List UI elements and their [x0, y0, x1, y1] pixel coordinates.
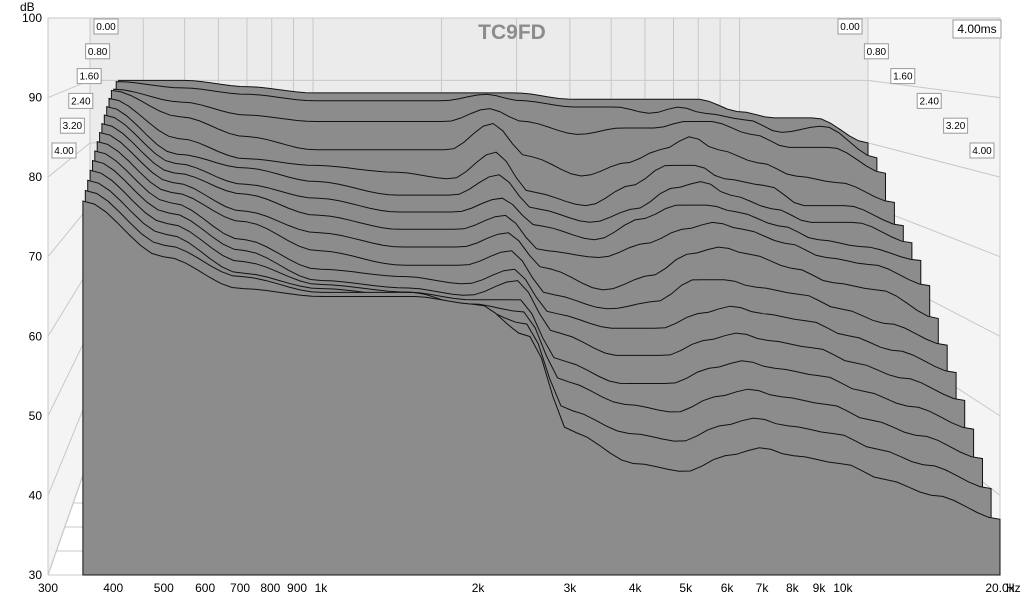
x-tick-label: 2k [472, 581, 486, 595]
x-tick-label: 10k [833, 581, 853, 595]
time-tick-label-right: 2.40 [919, 96, 939, 107]
x-tick-label: 800 [260, 581, 280, 595]
x-tick-label: 1k [315, 581, 329, 595]
axis-labels: 30 40 50 60 70 80 90 100 300 400 500 600 700 800 900 1k… [22, 11, 1016, 595]
y-tick-label: 60 [29, 329, 43, 343]
time-tick-label-left: 0.00 [96, 22, 116, 33]
x-tick-label: 300 [38, 581, 58, 595]
time-tick-label-left: 0.80 [88, 47, 108, 58]
x-tick-label: 700 [230, 581, 250, 595]
time-tick-label-right: 1.60 [893, 72, 913, 83]
time-tick-box-left [85, 43, 111, 60]
time-tick-label-right: 4.00 [972, 146, 992, 157]
time-range-label: 4.00ms [957, 22, 996, 36]
x-tick-label: 3k [564, 581, 578, 595]
decay-slice [82, 200, 1001, 576]
time-tick-label-right: 3.20 [946, 121, 966, 132]
time-tick-box-left [68, 92, 94, 109]
time-tick-box-right [890, 68, 916, 85]
y-tick-label: 100 [22, 11, 42, 25]
x-tick-label: 900 [287, 581, 307, 595]
y-axis-label: dB [20, 0, 35, 14]
time-tick-box-left [93, 18, 119, 35]
db-gridline-right [867, 142, 1001, 178]
time-tick-label-left: 3.20 [63, 121, 83, 132]
time-tick-box-left [51, 142, 77, 159]
time-tick-box-right [863, 43, 889, 60]
x-tick-label: 400 [103, 581, 123, 595]
time-tick-box-right [837, 18, 863, 35]
time-tick-label-right: 0.80 [867, 47, 887, 58]
y-tick-label: 70 [29, 250, 43, 264]
time-tick-box-right [916, 92, 942, 109]
x-tick-label: 7k [756, 581, 770, 595]
time-tick-label-left: 1.60 [79, 72, 99, 83]
time-tick-box-left [76, 68, 102, 85]
y-tick-label: 40 [29, 488, 43, 502]
y-tick-label: 30 [29, 568, 43, 582]
db-gridline-left [47, 142, 91, 178]
time-tick-label-left: 4.00 [54, 146, 74, 157]
y-tick-label: 50 [29, 409, 43, 423]
x-tick-label: 5k [679, 581, 693, 595]
x-tick-label: 600 [195, 581, 215, 595]
x-tick-label: 9k [813, 581, 827, 595]
x-tick-label: 8k [786, 581, 800, 595]
y-tick-label: 90 [29, 91, 43, 105]
y-tick-label: 80 [29, 170, 43, 184]
time-tick-box-right [943, 117, 969, 134]
db-gridline-right [867, 79, 1001, 99]
x-tick-label: 4k [629, 581, 643, 595]
cumulative-spectral-decay-slices [82, 79, 1001, 576]
time-tick-label-right: 0.00 [840, 22, 860, 33]
x-tick-label: 20.0k [985, 581, 1015, 595]
time-tick-box-right [969, 142, 995, 159]
time-tick-label-left: 2.40 [71, 96, 91, 107]
x-tick-label: 500 [154, 581, 174, 595]
time-tick-box-left [59, 117, 85, 134]
chart-title: TC9FD [478, 21, 546, 44]
x-tick-label: 6k [721, 581, 735, 595]
x-axis-label: Hz [1006, 581, 1021, 595]
time-range-box [952, 19, 1002, 39]
